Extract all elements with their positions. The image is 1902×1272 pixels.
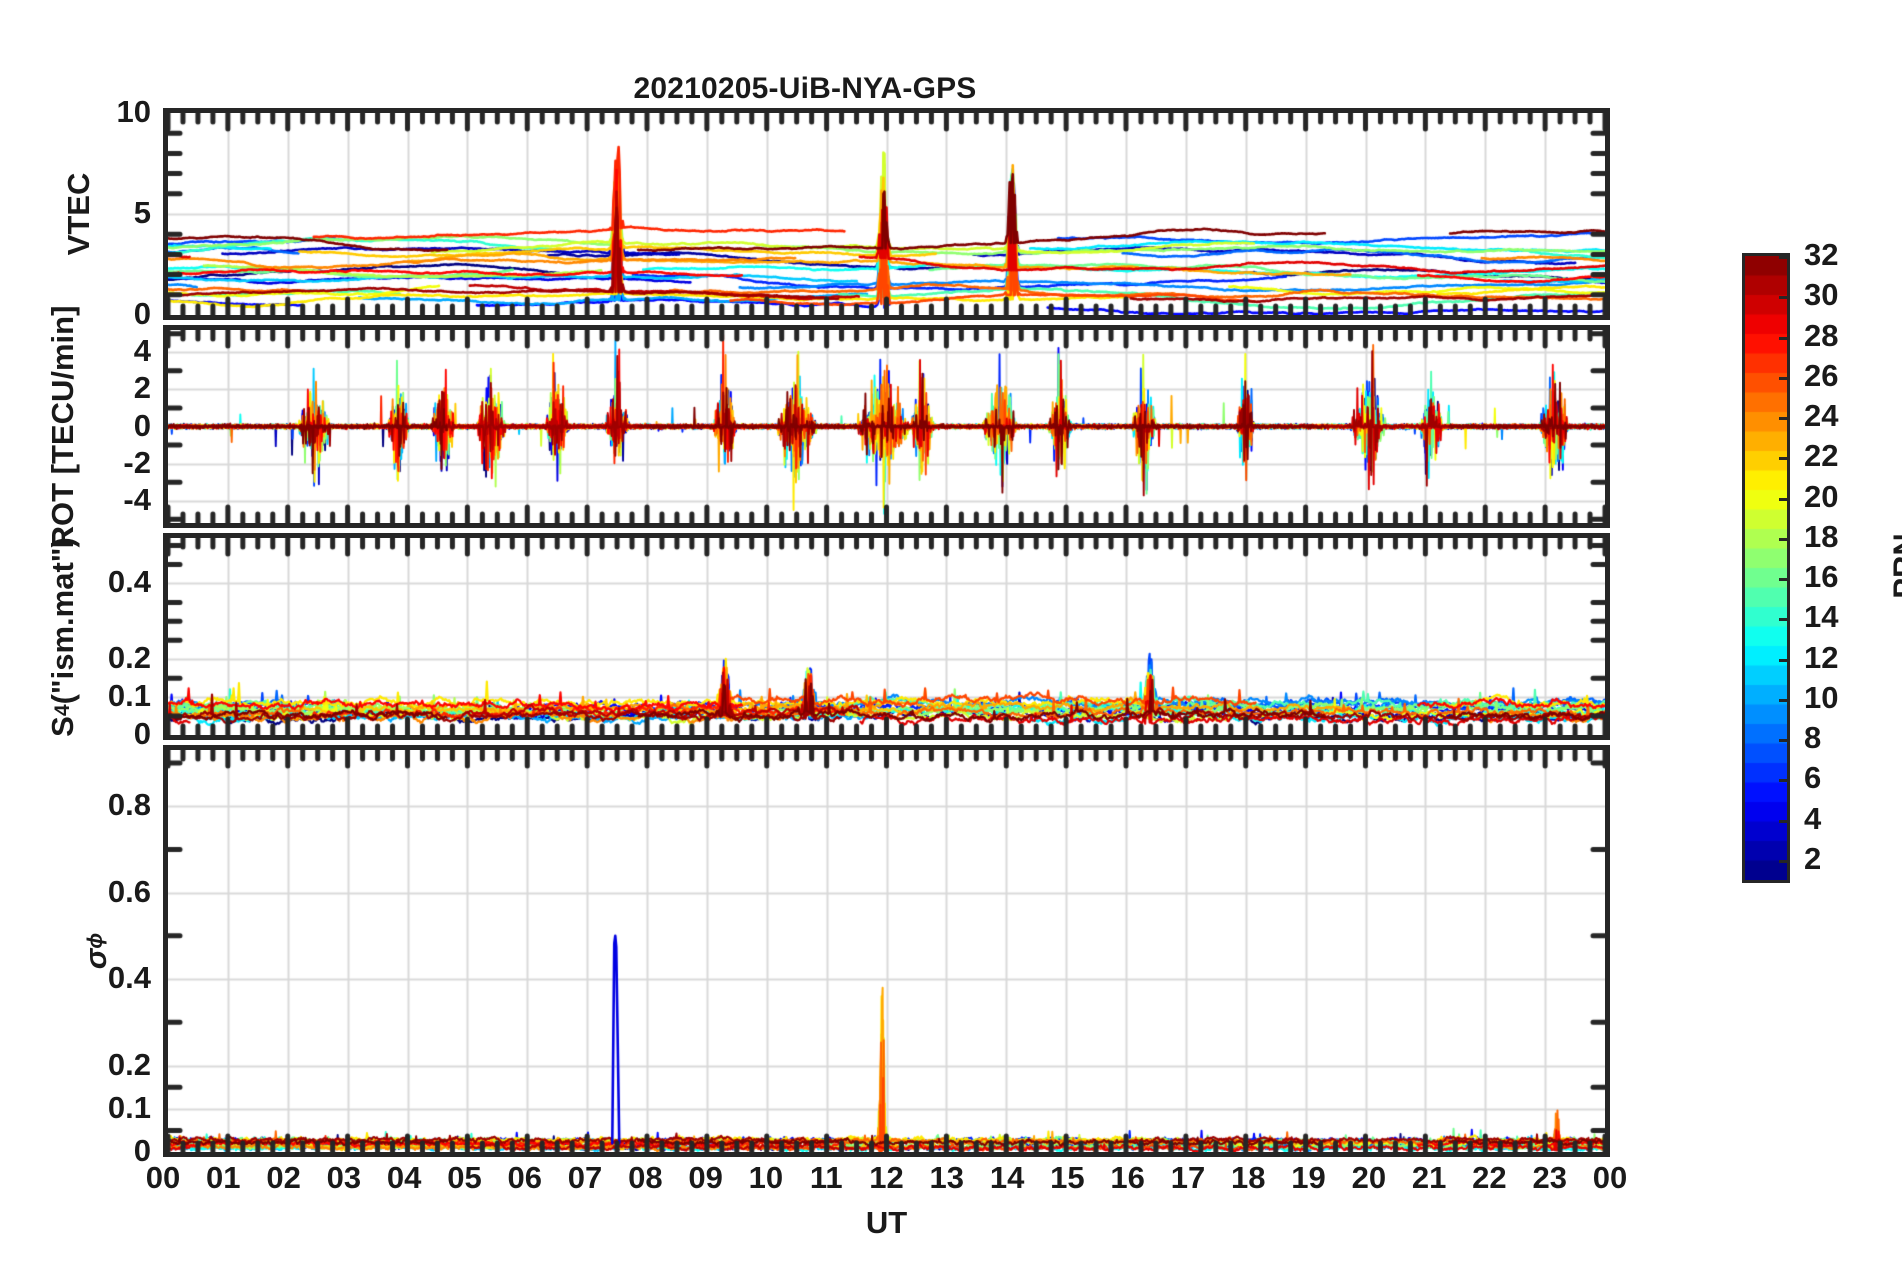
panel-rot bbox=[163, 325, 1610, 528]
colorbar-tick-7: 18 bbox=[1804, 518, 1839, 554]
xtick-3: 03 bbox=[326, 1160, 362, 1195]
colorbar-tick-3: 26 bbox=[1804, 357, 1839, 393]
xtick-17: 17 bbox=[1170, 1160, 1206, 1195]
ytick-1-0: 0 bbox=[133, 296, 151, 331]
colorbar-tick-15: 2 bbox=[1804, 840, 1822, 876]
colorbar-tick-0: 32 bbox=[1804, 237, 1839, 272]
ytick-1-2: 10 bbox=[116, 94, 151, 129]
xtick-15: 15 bbox=[1050, 1160, 1085, 1195]
colorbar-tick-1: 30 bbox=[1804, 277, 1839, 313]
xtick-0: 00 bbox=[145, 1160, 181, 1195]
figure-title: 20210205-UiB-NYA-GPS bbox=[633, 72, 977, 105]
xtick-24: 00 bbox=[1592, 1160, 1628, 1195]
colorbar-tickmark-11 bbox=[1779, 699, 1790, 702]
colorbar-label: PRN bbox=[1886, 533, 1902, 599]
colorbar-tickmark-9 bbox=[1779, 618, 1790, 621]
xtick-6: 06 bbox=[507, 1160, 542, 1195]
ytick-4-1: 0.1 bbox=[107, 1089, 151, 1125]
ytick-2-3: 2 bbox=[133, 370, 151, 406]
panel-vtec bbox=[163, 108, 1610, 320]
ytick-2-2: 0 bbox=[133, 407, 151, 443]
ytick-3-0: 0 bbox=[133, 716, 151, 751]
xtick-12: 12 bbox=[869, 1160, 904, 1195]
colorbar-tickmark-12 bbox=[1779, 739, 1790, 742]
xtick-22: 22 bbox=[1472, 1160, 1507, 1195]
colorbar-tickmark-7 bbox=[1779, 538, 1790, 541]
xtick-20: 20 bbox=[1351, 1160, 1387, 1195]
colorbar-tickmark-14 bbox=[1779, 820, 1790, 823]
colorbar-tick-8: 16 bbox=[1804, 559, 1839, 595]
ylabel-s4-rest: ("ism.mat") bbox=[44, 536, 80, 704]
ytick-2-0: -4 bbox=[123, 481, 151, 517]
colorbar-tickmark-5 bbox=[1779, 457, 1790, 460]
ytick-1-1: 5 bbox=[133, 195, 151, 230]
xtick-4: 04 bbox=[386, 1160, 422, 1195]
ytick-4-5: 0.8 bbox=[107, 787, 151, 823]
colorbar-tick-14: 4 bbox=[1804, 800, 1822, 836]
colorbar-tickmark-13 bbox=[1779, 779, 1790, 782]
xtick-1: 01 bbox=[206, 1160, 241, 1195]
xtick-7: 07 bbox=[567, 1160, 603, 1195]
colorbar-tickmark-10 bbox=[1779, 659, 1790, 662]
xaxis-label: UT bbox=[865, 1205, 908, 1240]
ytick-4-0: 0 bbox=[133, 1133, 151, 1168]
xtick-2: 02 bbox=[266, 1160, 301, 1195]
xtick-10: 10 bbox=[748, 1160, 784, 1195]
colorbar-tick-4: 24 bbox=[1804, 398, 1839, 434]
xtick-16: 16 bbox=[1110, 1160, 1145, 1195]
xtick-21: 21 bbox=[1411, 1160, 1447, 1195]
xtick-11: 11 bbox=[809, 1160, 843, 1195]
colorbar-tick-5: 22 bbox=[1804, 438, 1839, 474]
xtick-19: 19 bbox=[1291, 1160, 1326, 1195]
colorbar-tick-13: 6 bbox=[1804, 760, 1822, 796]
xtick-18: 18 bbox=[1231, 1160, 1266, 1195]
ytick-4-4: 0.6 bbox=[107, 873, 151, 909]
colorbar-tickmark-1 bbox=[1779, 296, 1790, 299]
ytick-4-2: 0.2 bbox=[107, 1046, 151, 1082]
xtick-23: 23 bbox=[1532, 1160, 1567, 1195]
colorbar-tick-2: 28 bbox=[1804, 317, 1839, 353]
ytick-4-3: 0.4 bbox=[107, 960, 151, 996]
ytick-2-1: -2 bbox=[123, 444, 151, 480]
ytick-2-4: 4 bbox=[133, 333, 151, 369]
colorbar-prn bbox=[1742, 253, 1790, 883]
panel-s4 bbox=[163, 533, 1610, 740]
colorbar-tick-6: 20 bbox=[1804, 478, 1839, 514]
colorbar-tickmark-3 bbox=[1779, 377, 1790, 380]
ytick-3-1: 0.1 bbox=[107, 678, 151, 714]
colorbar-tick-10: 12 bbox=[1804, 639, 1839, 675]
xtick-14: 14 bbox=[989, 1160, 1025, 1195]
xtick-8: 08 bbox=[628, 1160, 663, 1195]
colorbar-tick-11: 10 bbox=[1804, 679, 1839, 715]
colorbar-tick-12: 8 bbox=[1804, 720, 1822, 756]
panel-sigma-phi bbox=[163, 745, 1610, 1157]
colorbar-tickmark-2 bbox=[1779, 337, 1790, 340]
ytick-3-3: 0.4 bbox=[107, 564, 151, 600]
colorbar-tickmark-4 bbox=[1779, 417, 1790, 420]
xtick-13: 13 bbox=[929, 1160, 965, 1195]
colorbar-tickmark-8 bbox=[1779, 578, 1790, 581]
xtick-9: 09 bbox=[688, 1160, 723, 1195]
colorbar-tick-9: 14 bbox=[1804, 599, 1839, 635]
colorbar-tickmark-0 bbox=[1779, 256, 1790, 259]
ytick-3-2: 0.2 bbox=[107, 640, 151, 676]
phi-subscript-glyph: ϕ bbox=[83, 932, 107, 949]
colorbar-tickmark-15 bbox=[1779, 860, 1790, 863]
xtick-5: 05 bbox=[447, 1160, 482, 1195]
colorbar-tickmark-6 bbox=[1779, 498, 1790, 501]
